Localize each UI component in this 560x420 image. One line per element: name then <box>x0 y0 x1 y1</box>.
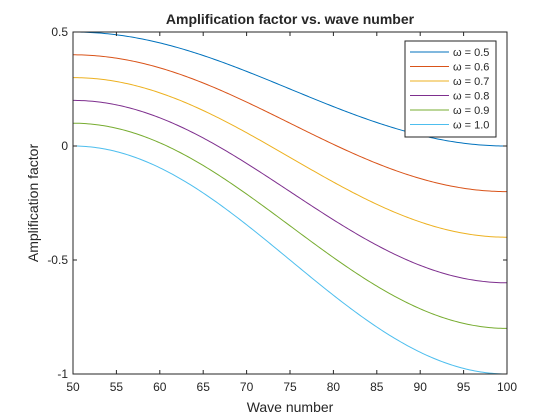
legend-label: ω = 0.5 <box>453 47 489 59</box>
series-layer <box>72 31 508 375</box>
x-tick-label: 95 <box>457 380 471 394</box>
y-tick-label: -0.5 <box>47 253 68 267</box>
legend-label: ω = 1.0 <box>453 120 489 132</box>
x-tick-label: 70 <box>240 380 254 394</box>
x-tick-label: 80 <box>327 380 341 394</box>
x-tick-label: 85 <box>370 380 384 394</box>
chart-title: Amplification factor vs. wave number <box>166 11 415 27</box>
legend-label: ω = 0.6 <box>453 62 489 74</box>
series-line-3 <box>72 77 508 238</box>
legend-label: ω = 0.8 <box>453 91 489 103</box>
x-tick-label: 65 <box>197 380 211 394</box>
x-tick-label: 75 <box>283 380 297 394</box>
legend: ω = 0.5 ω = 0.6 ω = 0.7 ω = 0.8 ω = 0.9 ω = 1… <box>404 40 497 138</box>
series-line-5 <box>72 122 508 329</box>
y-tick-label: 0.5 <box>51 25 68 39</box>
series-line-1 <box>72 31 508 147</box>
x-tick-label: 60 <box>153 380 167 394</box>
x-tick-label: 100 <box>497 380 517 394</box>
y-axis-title: Amplification factor <box>25 144 41 263</box>
y-tick-label: 0 <box>61 139 68 153</box>
x-tick-label: 50 <box>66 380 80 394</box>
legend-label: ω = 0.9 <box>453 105 489 117</box>
series-line-4 <box>72 99 508 284</box>
series-line-6 <box>72 145 508 375</box>
legend-box <box>404 40 497 138</box>
legend-label: ω = 0.7 <box>453 76 489 88</box>
series-line-2 <box>72 54 508 193</box>
y-tick-label: -1 <box>57 367 68 381</box>
x-tick-label: 55 <box>110 380 124 394</box>
ticks-layer: 50 55 60 65 70 75 80 85 90 95 100 -1 -0.5 0 0.5 <box>47 25 517 394</box>
x-axis-title: Wave number <box>247 399 334 415</box>
x-tick-label: 90 <box>414 380 428 394</box>
